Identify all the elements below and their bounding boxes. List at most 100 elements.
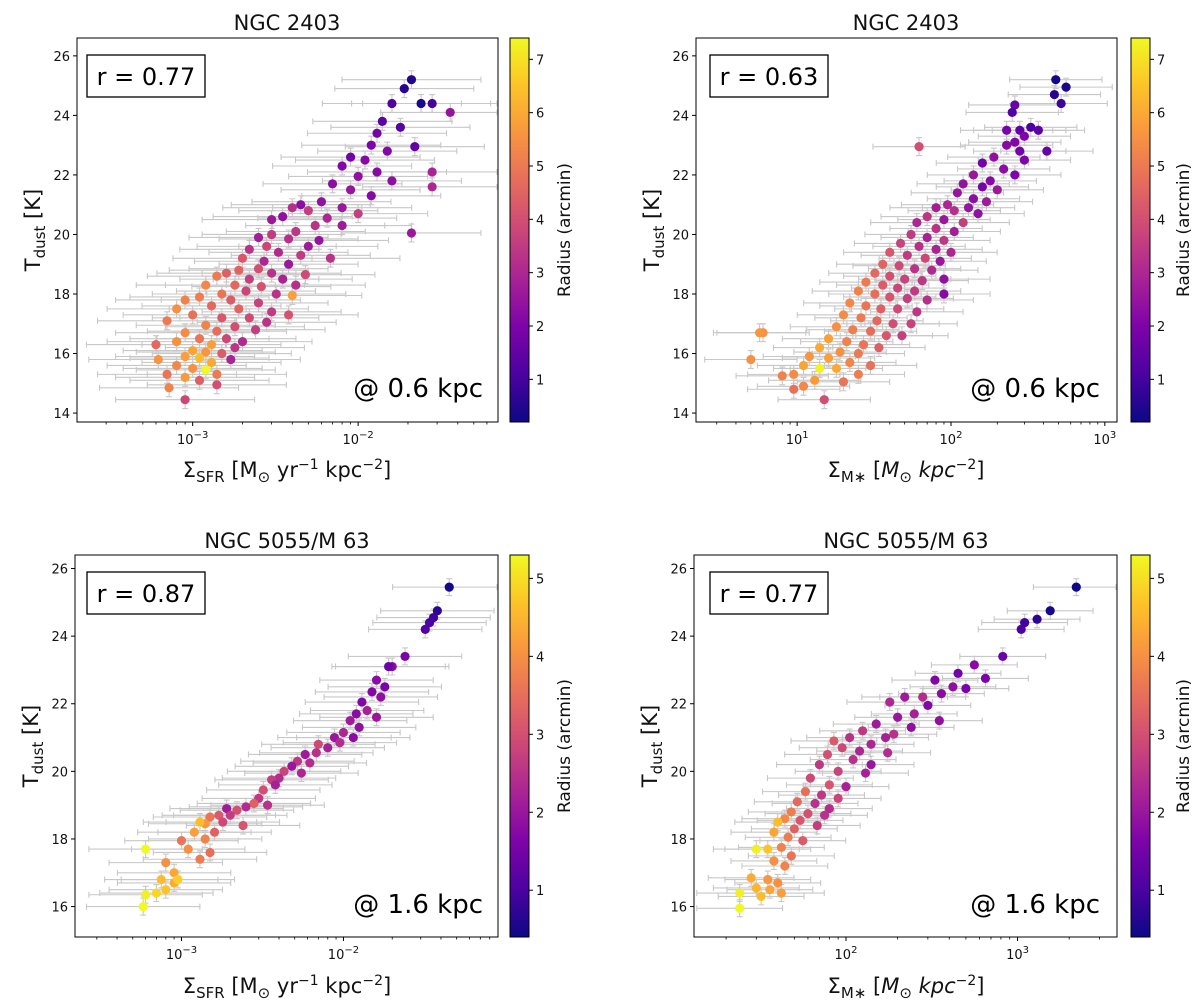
y-tick-label: 24 — [670, 630, 687, 645]
data-point — [812, 820, 822, 831]
colorbar-tick-label: 2 — [1157, 320, 1165, 335]
data-point — [914, 142, 924, 152]
colorbar-tick-label: 5 — [536, 572, 544, 587]
data-point — [735, 903, 745, 913]
correlation-box — [86, 571, 206, 615]
colorbar-tick-label: 2 — [1157, 806, 1165, 821]
data-point — [1019, 155, 1029, 165]
data-point — [172, 337, 182, 347]
data-point — [1032, 614, 1042, 624]
data-point — [180, 372, 190, 382]
data-point — [296, 200, 306, 210]
y-tick-label: 18 — [672, 288, 689, 303]
colorbar-tick-label: 5 — [1157, 572, 1165, 587]
data-point — [922, 212, 932, 222]
x-tick-label: 103 — [1093, 430, 1116, 448]
data-point — [226, 354, 236, 365]
data-point — [305, 758, 315, 768]
data-point — [845, 298, 855, 308]
data-point — [858, 726, 868, 736]
data-point — [348, 732, 358, 743]
data-point — [162, 316, 172, 326]
data-point — [244, 244, 254, 254]
y-tick-label: 20 — [670, 765, 687, 780]
data-point — [241, 286, 251, 296]
data-point — [894, 261, 904, 271]
data-point — [902, 250, 912, 260]
y-axis-ticks: 14 16 18 20 22 24 26 — [672, 50, 696, 422]
data-point — [798, 360, 809, 371]
data-point — [354, 722, 364, 733]
data-point — [1015, 146, 1025, 156]
data-point — [218, 817, 228, 827]
data-point — [427, 182, 437, 192]
data-point — [241, 802, 251, 812]
data-point — [746, 354, 756, 365]
data-point — [287, 290, 297, 301]
data-point — [194, 375, 205, 385]
colorbar-tick-label: 3 — [536, 728, 544, 743]
data-point — [273, 247, 284, 257]
data-point — [909, 264, 920, 274]
x-tick-label: 102 — [940, 430, 963, 448]
data-point — [804, 351, 814, 362]
data-point — [201, 347, 211, 357]
data-point — [824, 803, 834, 814]
data-point — [1033, 125, 1043, 135]
data-point — [444, 582, 454, 592]
data-point — [992, 185, 1002, 195]
x-axis-label: ΣM∗ [M⊙ kpc−2] — [828, 973, 985, 1002]
data-point — [194, 292, 205, 302]
data-point — [803, 809, 813, 819]
data-point — [823, 353, 834, 363]
data-point — [939, 289, 949, 299]
data-point — [345, 716, 355, 726]
data-point — [172, 360, 182, 371]
data-point — [870, 289, 880, 299]
data-point — [746, 873, 756, 883]
data-point — [194, 353, 205, 363]
data-point — [161, 858, 171, 868]
data-point — [351, 709, 361, 719]
data-point — [735, 888, 745, 898]
data-point — [427, 167, 437, 177]
data-point — [161, 885, 171, 895]
data-point — [371, 675, 382, 685]
data-point — [303, 206, 313, 216]
plot-frame — [693, 554, 1118, 938]
colorbar-label: Radius (arcmin) — [555, 163, 575, 297]
data-point — [810, 375, 820, 385]
x-axis-ticks: 101 102 103 — [716, 422, 1116, 448]
colorbar-tick-label: 1 — [536, 884, 544, 899]
data-point — [845, 732, 855, 743]
data-point — [931, 203, 941, 213]
data-point — [773, 878, 783, 888]
data-point — [238, 820, 248, 831]
data-point — [776, 888, 786, 898]
data-point — [201, 320, 211, 330]
data-point — [874, 342, 884, 353]
y-tick-label: 14 — [672, 407, 689, 422]
data-point — [783, 832, 793, 842]
colorbar-tick-label: 1 — [1157, 373, 1165, 388]
data-point — [267, 229, 277, 240]
data-point — [922, 295, 932, 305]
data-point — [296, 768, 307, 778]
data-point — [311, 748, 321, 758]
data-point — [769, 827, 779, 837]
colorbar — [509, 554, 530, 938]
data-point — [188, 310, 198, 320]
data-point — [780, 861, 790, 871]
data-point — [189, 827, 199, 837]
data-point — [856, 313, 866, 323]
data-point — [819, 810, 830, 820]
data-point — [271, 289, 281, 299]
data-point — [195, 854, 205, 864]
data-point — [912, 217, 922, 228]
data-point — [188, 363, 198, 374]
colorbar-tick-label: 3 — [536, 267, 544, 282]
x-axis-label: ΣM∗ [M⊙ kpc−2] — [828, 457, 985, 486]
y-tick-label: 20 — [672, 228, 689, 243]
data-point — [345, 185, 356, 195]
data-point — [284, 259, 294, 269]
